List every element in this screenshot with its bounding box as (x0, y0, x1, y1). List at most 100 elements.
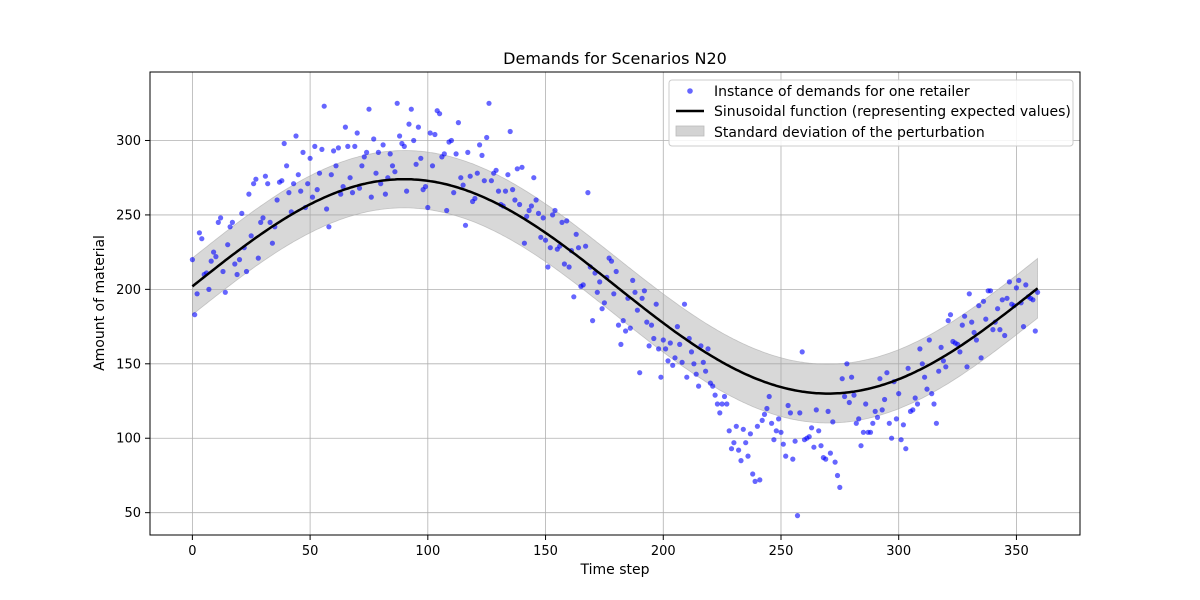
scatter-point (418, 155, 424, 161)
scatter-point (359, 163, 365, 169)
scatter-point (540, 215, 546, 221)
scatter-point (208, 258, 214, 264)
scatter-point (914, 401, 921, 407)
scatter-point (211, 249, 217, 255)
scatter-point (846, 399, 852, 406)
scatter-point (816, 428, 822, 434)
scatter-point (620, 318, 626, 324)
scatter-point (295, 172, 301, 178)
scatter-point (665, 358, 671, 364)
y-tick-label: 50 (124, 506, 141, 521)
scatter-point (750, 471, 756, 477)
scatter-point (234, 271, 240, 278)
scatter-point (842, 393, 848, 400)
scatter-point (232, 261, 238, 267)
scatter-point (305, 181, 311, 187)
scatter-point (872, 408, 878, 414)
scatter-point (980, 298, 987, 304)
scatter-point (971, 329, 977, 336)
scatter-point (397, 133, 403, 139)
sine-line (191, 177, 1039, 395)
scatter-point (611, 291, 617, 297)
scatter-point (284, 163, 290, 169)
scatter-point (813, 407, 819, 413)
scatter-point (837, 484, 843, 490)
scatter-point (700, 359, 706, 365)
x-tick-label: 200 (651, 544, 676, 559)
scatter-point (601, 300, 608, 306)
scatter-point (493, 167, 499, 173)
scatter-point (978, 355, 984, 361)
scatter-point (347, 175, 353, 181)
legend-marker-scatter (687, 88, 693, 94)
scatter-point (827, 450, 834, 456)
scatter-point (957, 349, 963, 355)
scatter-point (679, 359, 685, 365)
scatter-point (477, 142, 483, 148)
scatter-point (667, 340, 673, 346)
scatter-point (547, 245, 553, 251)
scatter-point (1006, 279, 1013, 285)
scatter-point (281, 140, 287, 147)
scatter-point (465, 149, 471, 155)
scatter-point (924, 386, 930, 392)
scatter-point (413, 161, 419, 167)
scatter-point (1023, 282, 1029, 288)
scatter-point (300, 149, 306, 155)
scatter-point (338, 191, 344, 197)
scatter-point (194, 291, 200, 297)
scatter-point (512, 197, 518, 203)
scatter-point (265, 181, 271, 187)
scatter-point (1016, 277, 1022, 283)
scatter-point (213, 254, 219, 260)
scatter-point (726, 428, 732, 434)
scatter-point (884, 370, 890, 376)
scatter-point (408, 106, 414, 112)
scatter-point (1032, 328, 1038, 334)
scatter-point (964, 364, 970, 370)
scatter-point (432, 131, 438, 138)
scatter-point (519, 164, 525, 170)
scatter-point (898, 437, 904, 443)
scatter-point (251, 181, 257, 187)
scatter-point (639, 295, 645, 301)
scatter-point (896, 391, 902, 397)
scatter-point (316, 170, 323, 176)
scatter-point (945, 318, 951, 324)
scatter-point (585, 190, 591, 196)
scatter-point (787, 410, 794, 416)
scatter-point (462, 222, 469, 228)
scatter-point (632, 289, 638, 295)
x-tick-label: 50 (302, 544, 319, 559)
scatter-point (759, 417, 765, 423)
scatter-point (794, 513, 801, 519)
scatter-point (747, 431, 754, 437)
scatter-point (545, 264, 551, 270)
scatter-point (333, 163, 339, 169)
scatter-point (389, 163, 396, 169)
scatter-point (736, 447, 742, 453)
scatter-point (943, 364, 949, 370)
scatter-point (484, 134, 490, 141)
scatter-point (451, 190, 457, 196)
scatter-point (832, 459, 838, 465)
scatter-point (853, 420, 859, 426)
scatter-point (222, 289, 228, 295)
scatter-point (474, 170, 480, 176)
scatter-point (583, 243, 589, 249)
scatter-point (973, 337, 980, 343)
scatter-point (507, 128, 513, 135)
scatter-point (425, 204, 431, 211)
x-tick-label: 350 (1004, 544, 1029, 559)
scatter-point (441, 151, 447, 157)
scatter-point (830, 419, 836, 425)
scatter-point (550, 212, 556, 218)
scatter-point (844, 361, 850, 367)
scatter-point (371, 136, 377, 142)
scatter-point (260, 215, 266, 221)
scatter-point (834, 472, 841, 479)
scatter-point (321, 103, 327, 109)
x-axis-ticks: 0 50 100 150 200 250 300 350 (188, 535, 1029, 559)
scatter-point (990, 327, 996, 333)
scatter-point (1002, 332, 1008, 339)
